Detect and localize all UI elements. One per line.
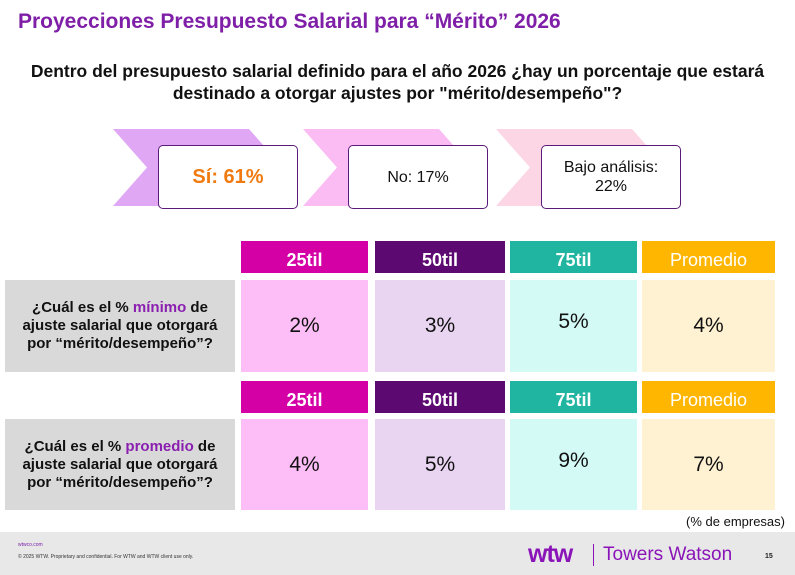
row-question: ¿Cuál es el % promedio de ajuste salaria… bbox=[5, 419, 235, 510]
question-suffix: de ajuste salarial que otorgará por “mér… bbox=[22, 299, 218, 352]
column-header-75til: 75til bbox=[510, 381, 637, 413]
value-cell: 7% bbox=[642, 419, 775, 510]
column-header-promedio: Promedio bbox=[642, 241, 775, 273]
answer-yes: Sí: 61% bbox=[158, 145, 298, 209]
footnote: (% de empresas) bbox=[686, 514, 785, 529]
value-cell: 9% bbox=[510, 419, 637, 510]
column-header-25til: 25til bbox=[241, 381, 368, 413]
answer-under-analysis-label: Bajo análisis: bbox=[563, 159, 659, 176]
value-cell: 4% bbox=[241, 419, 368, 510]
column-header-promedio: Promedio bbox=[642, 381, 775, 413]
row-question: ¿Cuál es el % mínimo de ajuste salarial … bbox=[5, 280, 235, 372]
brand-name: Towers Watson bbox=[603, 544, 733, 565]
footer-legal: © 2025 WTW. Proprietary and confidential… bbox=[18, 554, 194, 560]
survey-question: Dentro del presupuesto salarial definido… bbox=[30, 61, 765, 103]
value-cell: 3% bbox=[375, 280, 505, 372]
question-highlight: mínimo bbox=[132, 299, 187, 316]
wtw-logo: wtw bbox=[528, 540, 573, 568]
column-header-25til: 25til bbox=[241, 241, 368, 273]
answer-under-analysis-value: 22% bbox=[594, 178, 628, 195]
column-header-50til: 50til bbox=[375, 381, 505, 413]
footer: wtwco.com © 2025 WTW. Proprietary and co… bbox=[0, 532, 795, 575]
answer-no: No: 17% bbox=[348, 145, 488, 209]
value-cell: 4% bbox=[642, 280, 775, 372]
question-highlight: promedio bbox=[125, 437, 194, 455]
column-header-75til: 75til bbox=[510, 241, 637, 273]
question-suffix: de ajuste salarial que otorgará por “mér… bbox=[22, 437, 218, 491]
question-prefix: ¿Cuál es el % bbox=[32, 299, 133, 316]
column-header-50til: 50til bbox=[375, 241, 505, 273]
value-cell: 5% bbox=[375, 419, 505, 510]
answer-under-analysis: Bajo análisis: 22% bbox=[541, 145, 681, 209]
logo-divider bbox=[593, 544, 594, 566]
question-prefix: ¿Cuál es el % bbox=[24, 437, 126, 455]
value-cell: 5% bbox=[510, 280, 637, 372]
value-cell: 2% bbox=[241, 280, 368, 372]
page-number: 15 bbox=[765, 553, 773, 560]
page-title: Proyecciones Presupuesto Salarial para “… bbox=[18, 10, 561, 33]
footer-url[interactable]: wtwco.com bbox=[18, 542, 43, 548]
